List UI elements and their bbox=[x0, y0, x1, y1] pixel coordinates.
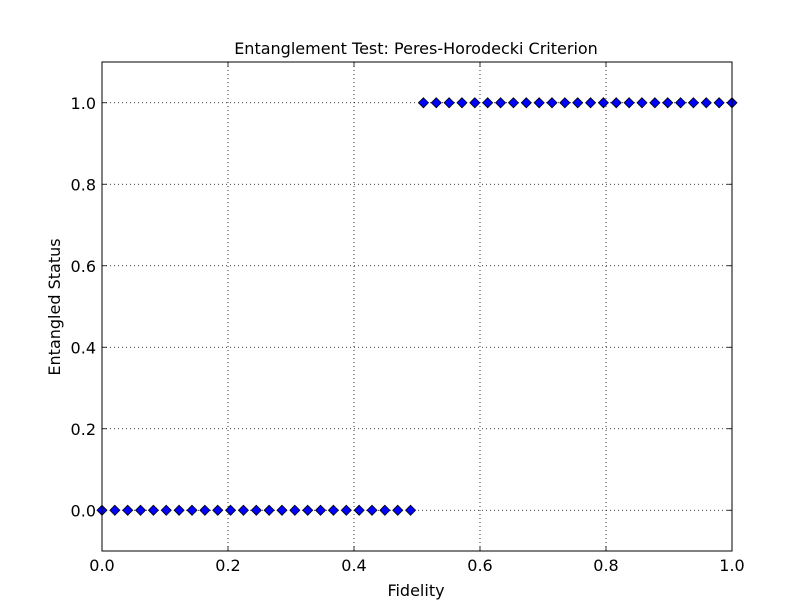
data-point bbox=[122, 504, 134, 516]
data-point bbox=[597, 97, 609, 109]
data-point bbox=[636, 97, 648, 109]
data-point bbox=[443, 97, 455, 109]
data-point bbox=[199, 504, 211, 516]
data-point bbox=[160, 504, 172, 516]
data-point bbox=[675, 97, 687, 109]
data-point bbox=[417, 97, 429, 109]
data-point bbox=[173, 504, 185, 516]
data-point bbox=[250, 504, 262, 516]
data-point bbox=[147, 504, 159, 516]
data-point bbox=[392, 504, 404, 516]
data-point bbox=[456, 97, 468, 109]
data-point bbox=[495, 97, 507, 109]
data-series bbox=[96, 97, 738, 516]
data-point bbox=[327, 504, 339, 516]
x-tick-label: 0.2 bbox=[215, 556, 240, 575]
y-tick-label: 0.4 bbox=[71, 338, 96, 357]
data-point bbox=[353, 504, 365, 516]
y-tick-label: 0.2 bbox=[71, 420, 96, 439]
data-point bbox=[225, 504, 237, 516]
data-point bbox=[302, 504, 314, 516]
data-point bbox=[366, 504, 378, 516]
data-point bbox=[237, 504, 250, 516]
data-point bbox=[289, 504, 301, 516]
data-point bbox=[379, 504, 391, 516]
plot-frame bbox=[101, 61, 733, 552]
data-point bbox=[430, 97, 442, 109]
data-point bbox=[109, 504, 121, 516]
data-point bbox=[186, 504, 198, 516]
data-point bbox=[134, 504, 147, 516]
data-point bbox=[584, 97, 597, 109]
y-axis-label: Entangled Status bbox=[45, 238, 64, 375]
data-point bbox=[700, 97, 712, 109]
x-tick-label: 0.0 bbox=[89, 556, 114, 575]
data-point bbox=[546, 97, 558, 109]
data-point bbox=[610, 97, 622, 109]
data-point bbox=[340, 504, 352, 516]
data-point bbox=[212, 504, 224, 516]
data-point bbox=[559, 97, 571, 109]
data-point bbox=[649, 97, 661, 109]
data-point bbox=[623, 97, 635, 109]
x-tick-label: 0.6 bbox=[467, 556, 492, 575]
y-tick-label: 1.0 bbox=[71, 94, 96, 113]
data-point bbox=[276, 504, 288, 516]
chart-title: Entanglement Test: Peres-Horodecki Crite… bbox=[234, 39, 598, 58]
data-point bbox=[314, 504, 327, 516]
x-tick-label: 1.0 bbox=[719, 556, 744, 575]
data-point bbox=[405, 504, 417, 516]
data-point bbox=[687, 97, 700, 109]
data-point bbox=[520, 97, 532, 109]
data-point bbox=[533, 97, 545, 109]
data-point bbox=[713, 97, 725, 109]
y-tick-label: 0.0 bbox=[71, 501, 96, 520]
data-point bbox=[507, 97, 520, 109]
data-point bbox=[469, 97, 481, 109]
x-tick-label: 0.4 bbox=[341, 556, 366, 575]
y-tick-label: 0.8 bbox=[71, 175, 96, 194]
data-point bbox=[662, 97, 674, 109]
y-tick-label: 0.6 bbox=[71, 257, 96, 276]
data-point bbox=[263, 504, 275, 516]
grid-layer bbox=[101, 62, 733, 551]
data-point bbox=[572, 97, 584, 109]
x-tick-label: 0.8 bbox=[593, 556, 618, 575]
x-axis-label: Fidelity bbox=[387, 581, 444, 600]
tick-layer: 0.0 0.2 0.4 0.6 0.8 1.0 0.0 0.2 0.4 0.6 0.8 1.0 bbox=[71, 62, 745, 575]
data-point bbox=[482, 97, 494, 109]
